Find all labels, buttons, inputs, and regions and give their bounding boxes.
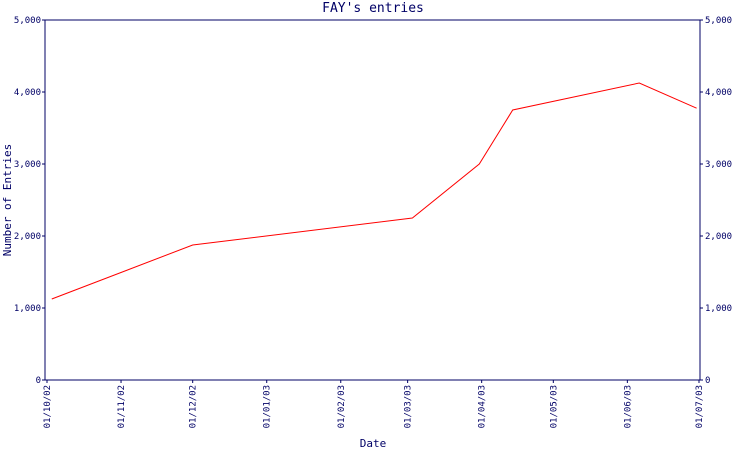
x-tick-label: 01/03/03 <box>404 385 414 428</box>
y-tick-label: 0 <box>36 376 41 386</box>
x-tick-label: 01/10/02 <box>43 385 53 428</box>
y2-tick-label: 0 <box>705 376 710 386</box>
y-tick-label: 3,000 <box>14 160 41 170</box>
y-tick-label: 2,000 <box>14 232 41 242</box>
x-tick-label: 01/07/03 <box>695 385 705 428</box>
y2-tick-label: 3,000 <box>705 160 732 170</box>
x-tick-label: 01/04/03 <box>478 385 488 428</box>
x-tick-label: 01/11/02 <box>117 385 127 428</box>
plot-frame <box>44 19 701 381</box>
x-axis-label: Date <box>360 437 387 450</box>
x-tick-label: 01/05/03 <box>549 385 559 428</box>
chart-title: FAY's entries <box>322 1 424 16</box>
y-tick-label: 1,000 <box>14 304 41 314</box>
data-line <box>51 82 697 300</box>
y2-tick-label: 4,000 <box>705 88 732 98</box>
x-tick-label: 01/12/02 <box>189 385 199 428</box>
y-tick-label: 5,000 <box>14 16 41 26</box>
x-tick-label: 01/06/03 <box>623 385 633 428</box>
y-axis-label: Number of Entries <box>1 144 14 257</box>
y2-tick-label: 1,000 <box>705 304 732 314</box>
y2-tick-label: 5,000 <box>705 16 732 26</box>
y2-tick-label: 2,000 <box>705 232 732 242</box>
x-tick-label: 01/02/03 <box>337 385 347 428</box>
x-tick-label: 01/01/03 <box>263 385 273 428</box>
y-tick-label: 4,000 <box>14 88 41 98</box>
